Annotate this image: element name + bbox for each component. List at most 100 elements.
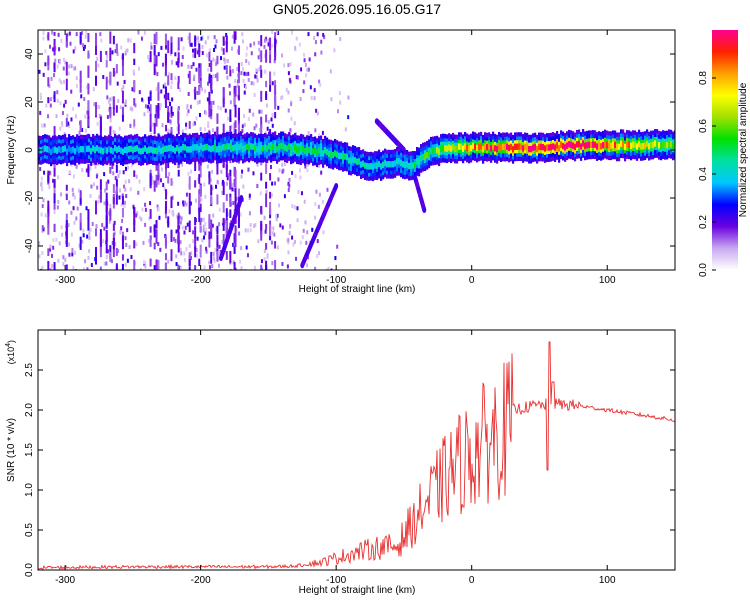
speckle [98,195,101,200]
speckle [218,222,221,227]
band-cell [172,146,175,153]
speckle [269,164,272,169]
speckle [138,215,141,220]
speckle [64,257,67,262]
x-tick-label: -300 [55,575,75,586]
noise-streak [260,35,263,47]
noise-streak [194,180,197,188]
speckle [185,122,188,127]
noise-streak [164,64,167,76]
speckle [190,251,193,256]
speckle [265,103,268,108]
band-cell [44,145,47,152]
speckle [72,206,75,211]
speckle [42,36,45,41]
speckle [256,162,259,167]
noise-streak [274,112,277,119]
speckle [211,223,214,228]
speckle [302,89,305,94]
speckle [267,38,270,43]
speckle [121,87,124,92]
speckle [185,247,188,252]
band-cell [286,145,289,152]
band-cell [446,145,449,152]
speckle [226,181,229,186]
speckle [118,126,121,131]
colorbar-label: Normalized spectral amplitude [738,82,749,217]
speckle [132,69,135,74]
speckle [283,194,286,199]
speckle [298,42,301,47]
speckle [228,65,231,70]
band-cell [278,144,281,151]
band-cell [254,144,257,152]
speckle [283,162,286,167]
speckle [287,90,290,95]
speckle [169,101,172,106]
speckle [321,130,324,135]
speckle [107,99,110,104]
speckle [44,49,47,54]
noise-streak [229,69,232,77]
speckle [67,223,70,228]
speckle [89,166,92,171]
speckle [204,110,207,115]
band-cell [488,143,491,150]
speckle [72,66,75,71]
speckle [77,188,80,193]
speckle [126,48,129,53]
speckle [179,248,182,253]
noise-streak [194,236,197,250]
band-cell [302,145,305,153]
speckle [196,90,199,95]
speckle [111,165,114,170]
noise-streak [274,38,277,47]
speckle [180,37,183,42]
noise-streak [149,258,152,267]
speckle [59,101,62,106]
speckle [315,189,318,194]
band-cell [634,141,637,149]
noise-streak [155,224,158,236]
noise-streak [109,31,112,44]
speckle [74,114,77,119]
speckle [289,79,292,84]
speckle [60,38,63,43]
noise-streak [121,195,124,205]
band-cell [670,141,673,148]
speckle [314,128,317,133]
speckle [147,104,150,109]
speckle [128,245,131,250]
speckle [51,30,54,35]
speckle [122,84,125,89]
noise-streak [234,238,237,247]
band-cell [230,142,233,150]
band-cell [204,144,207,151]
speckle [276,213,279,218]
band-cell [408,162,411,170]
speckle [42,72,45,77]
noise-streak [153,122,156,135]
noise-streak [79,236,82,250]
noise-streak [170,37,173,50]
speckle [247,117,250,122]
band-cell [298,146,301,154]
noise-streak [194,265,197,270]
speckle [278,203,281,208]
speckle [62,66,65,71]
band-cell [308,146,311,154]
band-cell [42,146,45,153]
noise-streak [199,225,202,232]
band-cell [132,146,135,154]
speckle [212,213,215,218]
speckle [230,46,233,51]
noise-streak [225,42,228,53]
noise-streak [79,70,82,83]
speckle [157,207,160,212]
band-cell [218,145,221,152]
speckle [120,55,123,60]
speckle [88,235,91,240]
speckle [211,186,214,191]
band-cell [350,157,353,165]
speckle [63,103,66,108]
